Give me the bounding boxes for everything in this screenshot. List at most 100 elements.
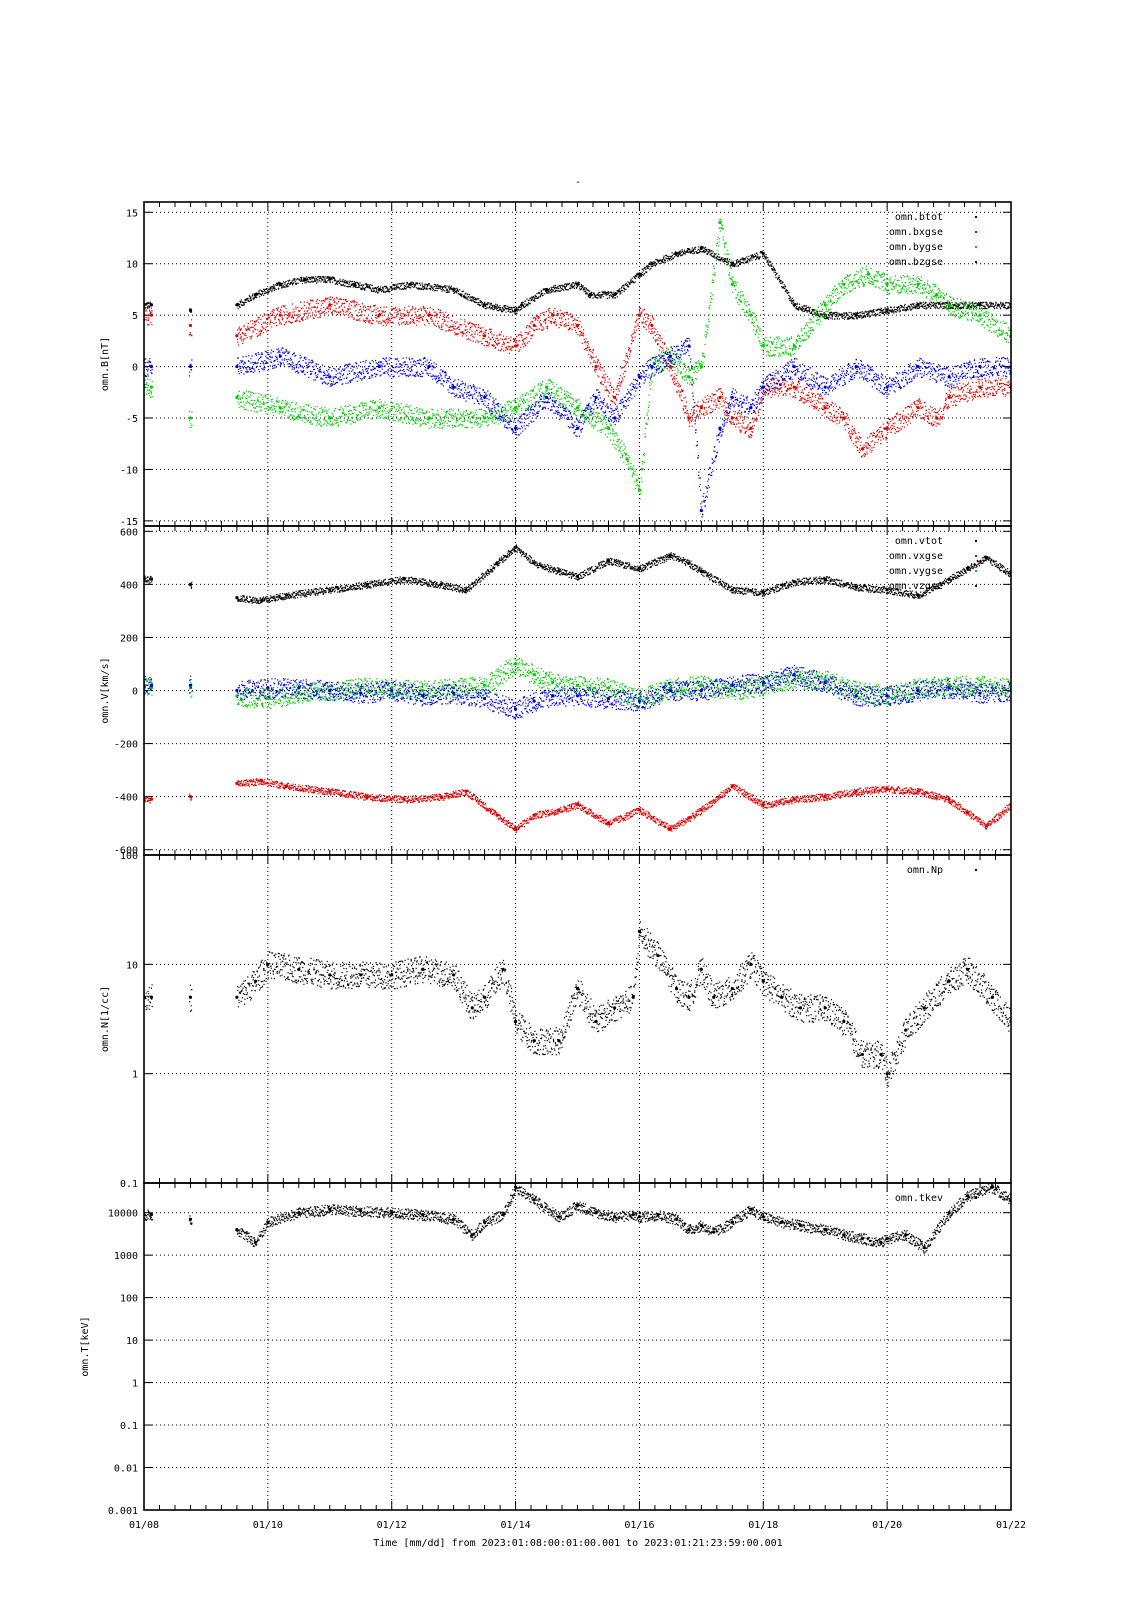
y-axis-label: omn.T[keV] [80,1316,91,1376]
y-tick-label: 0 [132,687,138,698]
series-omn-bygse [144,219,1011,500]
data-point [699,967,703,971]
data-point [328,375,332,379]
legend-entry-label: omn.vtot [895,536,943,547]
series-omn-vxgse [144,778,1011,833]
series-omn-vtot [144,544,1011,604]
legend-entry-label: omn.bygse [889,242,943,253]
data-point [235,334,239,338]
y-tick-label: -200 [114,740,138,751]
data-point [854,694,858,698]
x-tick-label: 01/22 [996,1520,1026,1531]
data-point [188,364,193,369]
legend: omn.tkev [895,1193,977,1204]
y-tick-label: -600 [114,846,138,857]
panel-1: -15 -10 -5 0 5 10 15 omn.btot omn.bxgse omn.bygse… [100,201,1012,528]
data-point [712,995,716,999]
data-point [594,395,598,400]
legend-entry-marker [975,1197,977,1199]
panel-frame [143,1182,1012,1511]
data-point [328,973,332,977]
panel-data [144,921,1011,1087]
y-axis-label: omn.V[km/s] [100,657,111,723]
data-point [798,1006,803,1010]
panel-data [144,1183,1011,1254]
panel-data [144,219,1011,518]
y-tick-label: -400 [114,793,138,804]
legend-entry-marker [975,570,977,572]
data-point [297,686,301,690]
legend-entry-label: omn.vygse [889,566,943,577]
legend-entry-marker [975,540,977,542]
data-point [421,694,425,698]
data-point [761,385,765,389]
y-tick-label: -15 [120,517,138,528]
legend-entry-marker [975,246,977,248]
y-tick-label: -5 [126,414,138,425]
data-point [916,282,920,286]
panel-frame [143,854,1012,1184]
data-point [235,694,239,698]
x-axis: 01/08 01/10 01/12 01/14 01/16 01/18 01/20 01/22 [129,1520,1026,1531]
y-tick-label: 10 [126,1336,138,1347]
data-point [278,313,282,317]
chart-title: - [575,177,581,188]
series-cloud [144,664,1011,720]
data-point [637,699,642,703]
legend: omn.btot omn.bxgse omn.bygse omn.bzgse [889,212,977,268]
data-point [947,1211,951,1215]
data-point [470,1006,474,1010]
data-point [149,385,154,389]
legend-entry-marker [975,216,977,218]
data-point [879,1052,883,1057]
series-cloud [144,778,1011,833]
legend-entry-marker [975,231,977,233]
y-tick-label: 100 [120,851,138,862]
y-tick-label: 600 [120,527,138,538]
data-point [885,426,889,430]
x-tick-label: 01/16 [624,1520,654,1531]
y-tick-label: 1000 [114,1251,138,1262]
legend-entry-label: omn.vxgse [889,551,943,562]
panel-2: -600-400-2000200400600omn.vtotomn.vxgseo… [100,525,1012,857]
data-point [860,1052,864,1057]
legend-entry-marker [975,585,977,587]
data-point [904,1028,908,1032]
data-point [513,662,518,666]
y-tick-label: 0.1 [120,1179,138,1190]
data-point [328,303,332,307]
y-tick-label: 0.1 [120,1421,138,1432]
y-tick-label: 1 [132,1379,138,1390]
series-cloud [144,544,1011,604]
panel-frame [143,201,1012,527]
series-omn-btot [144,245,1011,320]
y-tick-label: 0 [132,363,138,374]
data-point [761,979,765,983]
series-cloud [144,921,1011,1087]
y-tick-label: 10 [126,260,138,271]
data-point [421,688,425,693]
y-tick-label: 10 [126,960,138,971]
series-omn-Np [144,921,1011,1087]
legend: omn.Np [907,865,977,876]
series-cloud [144,1183,1011,1254]
y-tick-label: 10000 [108,1209,138,1220]
data-point [359,973,363,977]
legend-entry-marker [975,869,977,871]
data-point [718,220,722,225]
legend-entry-marker [975,261,977,263]
x-tick-label: 01/08 [129,1520,159,1531]
y-tick-label: -10 [120,465,138,476]
data-point [922,1006,926,1010]
data-point [730,588,734,592]
panel-data [144,544,1011,833]
legend: omn.vtot omn.vxgse omn.vygse omn.vzgse [889,536,977,592]
series-omn-tkev [144,1183,1011,1254]
y-tick-label: 5 [132,311,138,322]
data-point [513,426,518,430]
data-point [885,385,889,389]
legend-entry-label: omn.bzgse [889,257,943,268]
